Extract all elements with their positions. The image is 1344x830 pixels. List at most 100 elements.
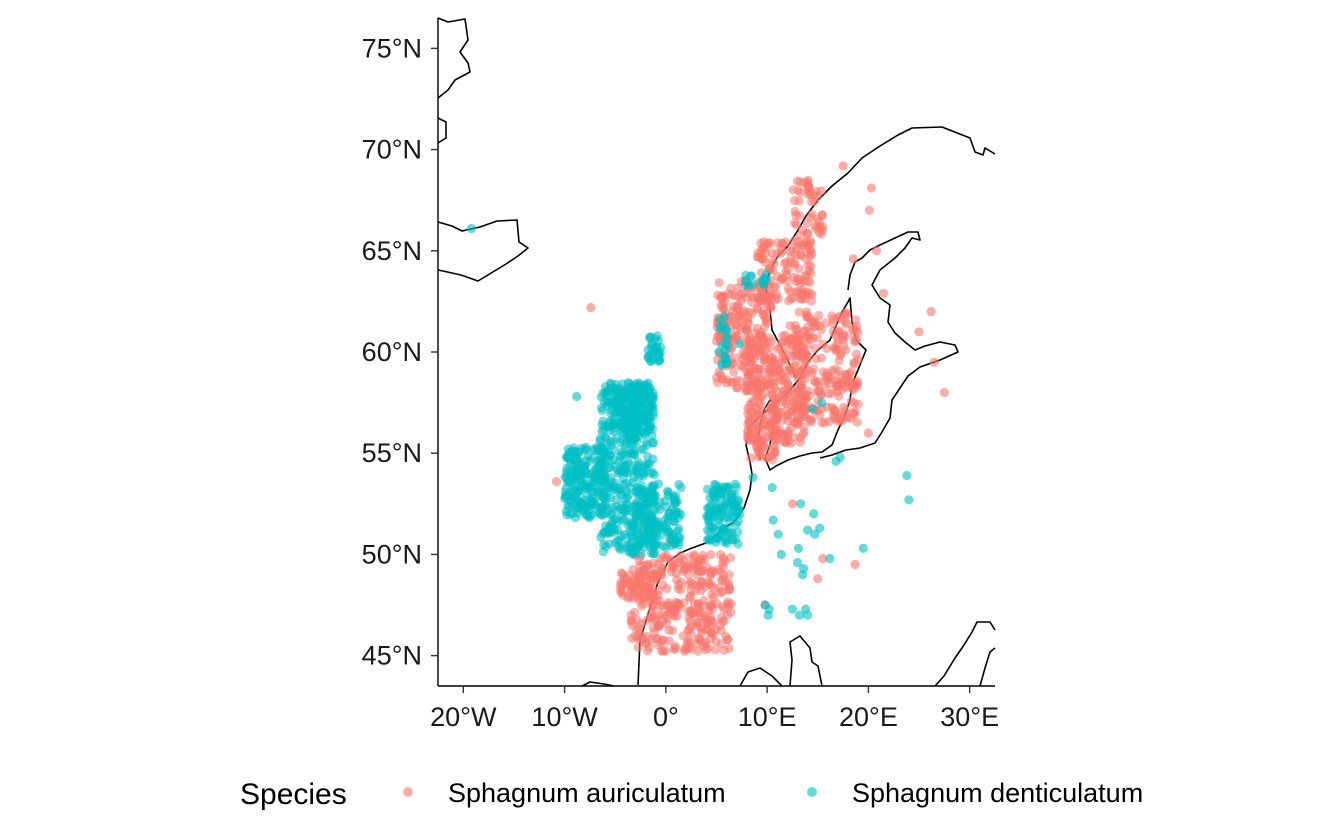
occurrence-point-sphagnum-auriculatum xyxy=(848,385,859,395)
occurrence-point-sphagnum-denticulatum xyxy=(670,493,680,503)
occurrence-point-sphagnum-denticulatum xyxy=(794,610,805,620)
occurrence-point-sphagnum-auriculatum xyxy=(633,642,643,652)
occurrence-point-sphagnum-denticulatum xyxy=(624,490,634,500)
coastline-greenland-south xyxy=(437,117,447,144)
occurrence-point-sphagnum-auriculatum xyxy=(663,601,673,611)
occurrence-point-sphagnum-auriculatum xyxy=(658,646,669,656)
occurrence-point-sphagnum-auriculatum xyxy=(697,576,707,586)
occurrence-point-sphagnum-auriculatum xyxy=(768,256,778,266)
occurrence-point-sphagnum-auriculatum xyxy=(716,550,726,560)
y-tick-label: 45°N xyxy=(362,641,422,671)
occurrence-point-sphagnum-denticulatum xyxy=(648,454,658,464)
y-tick-label: 60°N xyxy=(362,337,422,367)
occurrence-point-sphagnum-auriculatum xyxy=(655,601,665,611)
occurrence-point-sphagnum-auriculatum xyxy=(639,592,650,602)
occurrence-point-sphagnum-auriculatum xyxy=(853,399,863,409)
occurrence-point-sphagnum-auriculatum xyxy=(793,330,803,340)
occurrence-point-sphagnum-denticulatum xyxy=(741,270,751,280)
occurrence-point-sphagnum-denticulatum xyxy=(466,223,476,234)
occurrence-point-sphagnum-auriculatum xyxy=(647,563,658,573)
occurrence-point-sphagnum-auriculatum xyxy=(670,643,680,654)
legend-label-sphagnum-auriculatum: Sphagnum auriculatum xyxy=(448,778,726,808)
occurrence-point-sphagnum-auriculatum xyxy=(785,321,795,331)
occurrence-point-sphagnum-denticulatum xyxy=(709,495,719,506)
occurrence-point-sphagnum-auriculatum xyxy=(848,408,858,418)
occurrence-point-sphagnum-auriculatum xyxy=(800,363,810,373)
occurrence-point-sphagnum-auriculatum xyxy=(818,339,828,349)
occurrence-point-sphagnum-auriculatum xyxy=(736,376,746,386)
occurrence-point-sphagnum-denticulatum xyxy=(815,523,825,533)
occurrence-point-sphagnum-denticulatum xyxy=(757,276,767,286)
occurrence-point-sphagnum-denticulatum xyxy=(663,516,673,526)
occurrence-point-sphagnum-auriculatum xyxy=(776,243,786,253)
legend-key-sphagnum-denticulatum xyxy=(807,787,817,797)
occurrence-point-sphagnum-denticulatum xyxy=(858,543,868,554)
occurrence-point-sphagnum-auriculatum xyxy=(805,288,815,298)
occurrence-point-sphagnum-auriculatum xyxy=(864,205,875,215)
coastline-italy xyxy=(739,667,783,687)
occurrence-point-sphagnum-auriculatum xyxy=(678,631,688,641)
occurrence-point-sphagnum-denticulatum xyxy=(799,564,809,574)
occurrence-point-sphagnum-auriculatum xyxy=(753,447,763,457)
occurrence-point-sphagnum-denticulatum xyxy=(674,479,684,490)
occurrence-point-sphagnum-auriculatum xyxy=(793,338,803,348)
occurrence-point-sphagnum-denticulatum xyxy=(651,348,662,358)
occurrence-point-sphagnum-auriculatum xyxy=(759,322,770,332)
occurrence-point-sphagnum-auriculatum xyxy=(729,367,739,377)
coastline-baltic-east xyxy=(819,231,959,459)
occurrence-point-sphagnum-auriculatum xyxy=(756,399,766,409)
occurrence-point-sphagnum-auriculatum xyxy=(654,559,664,569)
occurrence-point-sphagnum-auriculatum xyxy=(646,613,656,623)
occurrence-point-sphagnum-auriculatum xyxy=(716,567,726,577)
occurrence-point-sphagnum-auriculatum xyxy=(687,606,697,616)
occurrence-point-sphagnum-denticulatum xyxy=(627,391,637,402)
occurrence-point-sphagnum-auriculatum xyxy=(818,553,828,564)
occurrence-point-sphagnum-auriculatum xyxy=(849,358,859,368)
occurrence-point-sphagnum-auriculatum xyxy=(759,412,769,422)
occurrence-point-sphagnum-auriculatum xyxy=(681,644,692,654)
occurrence-point-sphagnum-denticulatum xyxy=(673,526,683,536)
occurrence-point-sphagnum-auriculatum xyxy=(787,499,798,509)
occurrence-point-sphagnum-auriculatum xyxy=(914,327,924,337)
occurrence-point-sphagnum-auriculatum xyxy=(676,577,686,587)
x-tick-label: 10°E xyxy=(738,702,797,732)
occurrence-point-sphagnum-auriculatum xyxy=(790,259,800,270)
occurrence-point-sphagnum-denticulatum xyxy=(584,505,594,516)
occurrence-point-sphagnum-auriculatum xyxy=(721,378,732,388)
occurrence-point-sphagnum-auriculatum xyxy=(726,553,736,563)
occurrence-point-sphagnum-auriculatum xyxy=(739,314,749,324)
occurrence-point-sphagnum-auriculatum xyxy=(659,635,669,645)
occurrence-point-sphagnum-auriculatum xyxy=(791,276,801,287)
occurrence-point-sphagnum-denticulatum xyxy=(658,541,668,551)
series-sphagnum-auriculatum xyxy=(551,161,950,656)
occurrence-point-sphagnum-auriculatum xyxy=(717,293,727,303)
occurrence-point-sphagnum-auriculatum xyxy=(653,622,663,632)
occurrence-point-sphagnum-auriculatum xyxy=(676,550,686,561)
occurrence-point-sphagnum-denticulatum xyxy=(563,468,573,478)
occurrence-point-sphagnum-auriculatum xyxy=(698,600,708,610)
occurrence-point-sphagnum-denticulatum xyxy=(643,522,653,532)
occurrence-point-sphagnum-auriculatum xyxy=(711,625,721,635)
occurrence-point-sphagnum-denticulatum xyxy=(602,527,613,537)
occurrence-point-sphagnum-denticulatum xyxy=(796,499,806,509)
occurrence-point-sphagnum-auriculatum xyxy=(929,357,939,367)
occurrence-point-sphagnum-auriculatum xyxy=(850,559,860,570)
occurrence-point-sphagnum-auriculatum xyxy=(686,629,696,639)
occurrence-point-sphagnum-auriculatum xyxy=(641,638,651,648)
occurrence-point-sphagnum-auriculatum xyxy=(716,575,727,585)
occurrence-point-sphagnum-denticulatum xyxy=(657,524,667,534)
occurrence-point-sphagnum-auriculatum xyxy=(784,383,794,393)
occurrence-point-sphagnum-auriculatum xyxy=(786,294,796,304)
occurrence-point-sphagnum-auriculatum xyxy=(796,230,806,240)
occurrence-point-sphagnum-denticulatum xyxy=(723,483,733,493)
occurrence-point-sphagnum-denticulatum xyxy=(573,496,583,506)
occurrence-point-sphagnum-auriculatum xyxy=(670,611,680,621)
occurrence-point-sphagnum-denticulatum xyxy=(655,504,665,515)
occurrence-point-sphagnum-denticulatum xyxy=(647,340,657,350)
occurrence-point-sphagnum-denticulatum xyxy=(639,528,649,539)
occurrence-point-sphagnum-auriculatum xyxy=(786,252,796,262)
occurrence-point-sphagnum-denticulatum xyxy=(620,450,630,460)
occurrence-point-sphagnum-auriculatum xyxy=(795,188,805,198)
occurrence-point-sphagnum-auriculatum xyxy=(795,211,805,221)
occurrence-point-sphagnum-denticulatum xyxy=(768,515,778,525)
